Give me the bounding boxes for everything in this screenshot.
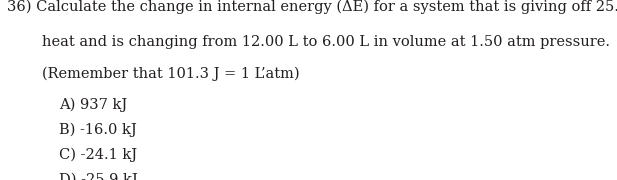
Text: (Remember that 101.3 J = 1 L’atm): (Remember that 101.3 J = 1 L’atm): [42, 67, 300, 81]
Text: D) -25.9 kJ: D) -25.9 kJ: [59, 173, 138, 180]
Text: B) -16.0 kJ: B) -16.0 kJ: [59, 122, 136, 137]
Text: heat and is changing from 12.00 L to 6.00 L in volume at 1.50 atm pressure.: heat and is changing from 12.00 L to 6.0…: [42, 35, 610, 49]
Text: C) -24.1 kJ: C) -24.1 kJ: [59, 148, 137, 162]
Text: 36) Calculate the change in internal energy (ΔE) for a system that is giving off: 36) Calculate the change in internal ene…: [7, 0, 617, 14]
Text: A) 937 kJ: A) 937 kJ: [59, 97, 127, 112]
